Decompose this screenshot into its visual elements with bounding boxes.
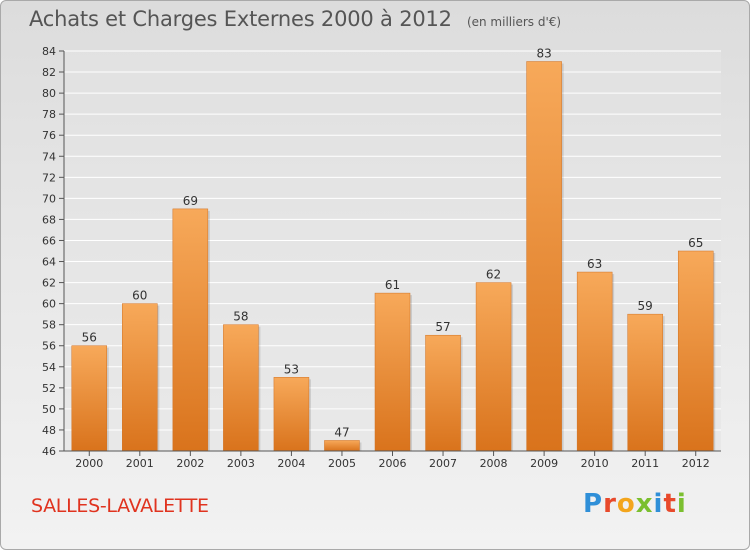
bar [425, 334, 461, 452]
data-label: 83 [536, 47, 551, 61]
x-tick-label: 2007 [429, 457, 457, 470]
y-tick-label: 70 [42, 192, 56, 205]
y-tick-label: 72 [42, 171, 56, 184]
y-tick-label: 78 [42, 108, 56, 121]
y-tick-label: 60 [42, 298, 56, 311]
logo-letter: x [635, 489, 654, 519]
data-label: 58 [233, 310, 248, 324]
bar [71, 345, 108, 452]
x-tick-label: 2000 [75, 457, 103, 470]
data-label: 65 [688, 236, 703, 250]
data-label: 60 [132, 289, 147, 303]
y-tick-label: 58 [42, 319, 56, 332]
data-label: 62 [486, 268, 501, 282]
bar [223, 324, 259, 452]
bar [677, 250, 714, 452]
y-tick-label: 74 [42, 150, 56, 163]
logo-letter: o [616, 489, 636, 519]
logo-letter: t [663, 489, 677, 519]
x-tick-label: 2006 [379, 457, 407, 470]
data-label: 69 [183, 194, 198, 208]
bar [475, 282, 512, 452]
x-tick-label: 2001 [126, 457, 154, 470]
logo-letter: i [653, 489, 664, 519]
chart-subtitle: (en milliers d'€) [466, 15, 562, 29]
bar [172, 208, 209, 452]
y-tick-label: 50 [42, 403, 56, 416]
proxiti-logo: Proxiti [583, 489, 687, 519]
y-tick-label: 76 [42, 129, 56, 142]
y-tick-label: 54 [42, 361, 56, 374]
chart-title: Achats et Charges Externes 2000 à 2012 [29, 7, 452, 31]
bar [273, 377, 310, 452]
logo-letter: r [603, 489, 617, 519]
data-label: 59 [638, 299, 653, 313]
x-tick-label: 2008 [480, 457, 508, 470]
bar [374, 292, 411, 452]
bar [122, 303, 158, 452]
y-tick-label: 64 [42, 256, 56, 269]
data-label: 61 [385, 278, 400, 292]
data-label: 57 [435, 320, 450, 334]
y-tick-label: 62 [42, 277, 56, 290]
data-label: 53 [284, 362, 299, 376]
bar [324, 440, 360, 452]
data-label: 56 [82, 331, 97, 345]
x-tick-label: 2012 [682, 457, 710, 470]
y-tick-label: 56 [42, 340, 56, 353]
axes: 46 48 50 52 54 56 58 60 62 64 66 68 70 72 74 76 78 80 82 84… [42, 45, 721, 470]
x-tick-label: 2005 [328, 457, 356, 470]
data-label: 47 [334, 425, 349, 439]
chart-title-block: Achats et Charges Externes 2000 à 2012 (… [29, 7, 561, 31]
x-tick-label: 2002 [176, 457, 204, 470]
bar [526, 61, 562, 452]
x-tick-label: 2003 [227, 457, 255, 470]
bars: 56 60 69 58 53 47 61 57 62 83 63 59 65 [71, 47, 716, 452]
y-tick-label: 68 [42, 213, 56, 226]
y-tick-label: 48 [42, 424, 56, 437]
logo-letter: i [676, 489, 687, 519]
x-tick-label: 2011 [631, 457, 659, 470]
data-label: 63 [587, 257, 602, 271]
x-tick-label: 2004 [277, 457, 305, 470]
x-tick-label: 2010 [581, 457, 609, 470]
x-tick-label: 2009 [530, 457, 558, 470]
y-tick-label: 82 [42, 66, 56, 79]
y-tick-label: 52 [42, 382, 56, 395]
logo-letter: P [583, 489, 604, 519]
y-tick-label: 80 [42, 87, 56, 100]
bar [576, 271, 613, 452]
commune-name: SALLES-LAVALETTE [31, 495, 209, 517]
y-tick-label: 46 [42, 445, 56, 458]
bar [627, 313, 663, 452]
y-tick-label: 66 [42, 234, 56, 247]
y-tick-label: 84 [42, 45, 56, 58]
